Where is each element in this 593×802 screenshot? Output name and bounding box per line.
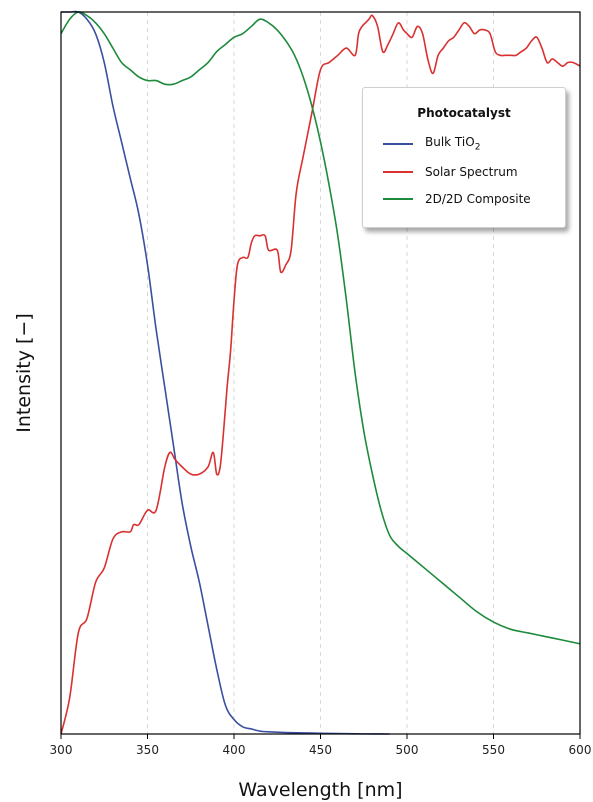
x-tick-label-400: 400 <box>223 743 246 757</box>
x-axis-ticks: 300 350 400 450 500 550 600 <box>50 734 592 757</box>
legend-title: Photocatalyst <box>417 106 511 120</box>
legend-swatch-solar-spectrum <box>383 171 413 173</box>
legend-swatch-bulk-tio2 <box>383 143 413 145</box>
x-tick-label-500: 500 <box>396 743 419 757</box>
legend-item-bulk-tio2: Bulk TiO2 <box>383 135 480 153</box>
legend-label-solar-spectrum: Solar Spectrum <box>425 165 518 179</box>
x-tick-label-550: 550 <box>482 743 505 757</box>
series-layer <box>60 10 581 735</box>
legend-label-2d2d-composite: 2D/2D Composite <box>425 192 531 206</box>
legend-item-solar-spectrum: Solar Spectrum <box>383 163 518 181</box>
series-line-solar-spectrum <box>60 14 581 735</box>
series-line-2d-2d-composite <box>60 11 581 645</box>
x-tick-label-450: 450 <box>309 743 332 757</box>
legend-label-bulk-tio2: Bulk TiO2 <box>425 135 481 153</box>
x-tick-label-600: 600 <box>569 743 592 757</box>
y-axis-title: Intensity [−] <box>13 313 35 432</box>
legend-item-2d2d-composite: 2D/2D Composite <box>383 190 531 208</box>
x-axis-title: Wavelength [nm] <box>238 779 402 801</box>
x-tick-label-350: 350 <box>136 743 159 757</box>
x-tick-label-300: 300 <box>50 743 73 757</box>
legend: Photocatalyst Bulk TiO2 Solar Spectrum 2… <box>362 87 566 228</box>
series-line-bulk-tio2 <box>60 10 390 735</box>
legend-swatch-2d2d-composite <box>383 198 413 200</box>
